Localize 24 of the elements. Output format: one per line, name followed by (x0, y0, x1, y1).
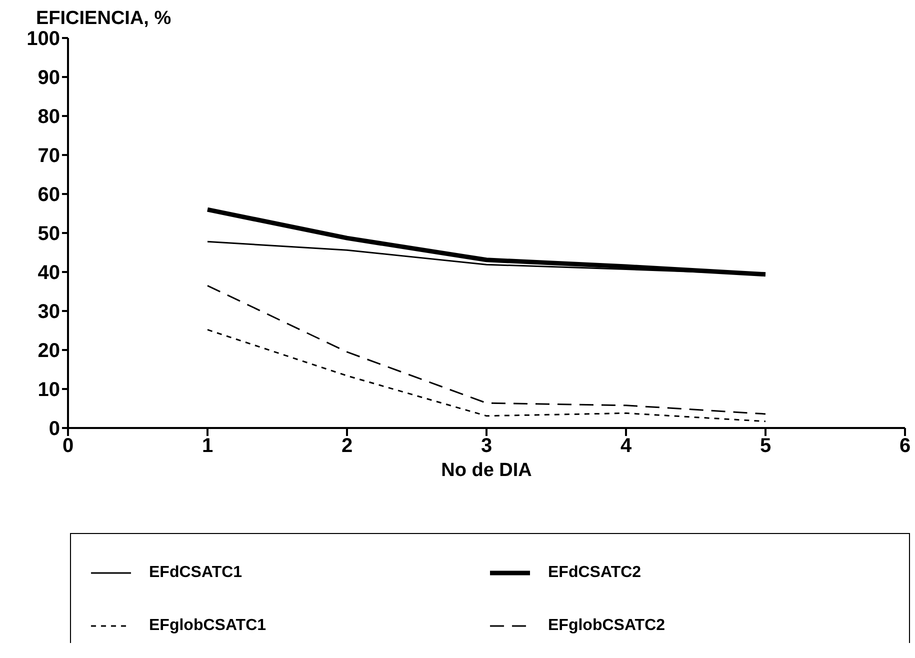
y-tick-label: 0 (48, 418, 60, 440)
y-tick-label: 30 (38, 301, 60, 324)
x-tick-label: 5 (760, 435, 772, 458)
y-tick-label: 20 (38, 340, 60, 362)
y-tick-label: 70 (38, 145, 60, 168)
x-tick-label: 6 (899, 435, 911, 458)
y-tick-label: 50 (38, 223, 60, 246)
x-axis-title: No de DIA (441, 460, 532, 481)
y-tick-label: 100 (26, 28, 60, 50)
x-tick-label: 0 (62, 435, 74, 458)
y-tick-label: 40 (38, 262, 60, 284)
legend-label: EFglobCSATC1 (149, 616, 266, 635)
y-tick-label: 10 (38, 379, 60, 402)
legend-label: EFdCSATC2 (548, 564, 642, 582)
y-tick-label: 60 (38, 184, 60, 206)
x-tick-label: 3 (480, 435, 492, 458)
legend-label: EFglobCSATC2 (548, 616, 666, 635)
x-tick-label: 4 (620, 435, 632, 458)
y-tick-label: 80 (38, 106, 60, 128)
x-tick-label: 1 (202, 435, 214, 458)
legend-label: EFdCSATC1 (149, 564, 242, 582)
y-tick-label: 90 (38, 67, 60, 90)
y-axis-title: EFICIENCIA, % (36, 8, 172, 30)
x-tick-label: 2 (341, 435, 353, 458)
